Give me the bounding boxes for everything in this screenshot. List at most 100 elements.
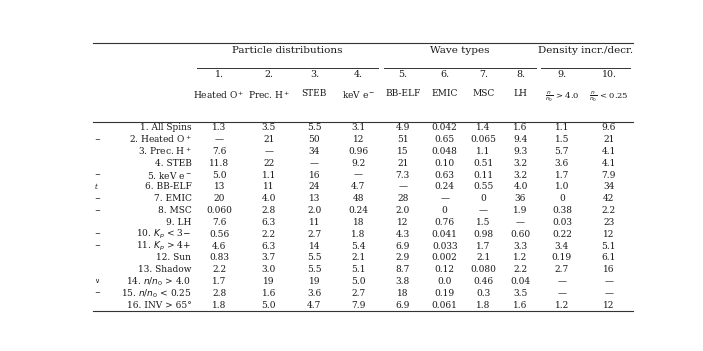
Text: Density incr./decr.: Density incr./decr. bbox=[538, 46, 633, 55]
Text: 1.2: 1.2 bbox=[555, 300, 569, 310]
Text: 10. $K_p$ < 3−: 10. $K_p$ < 3− bbox=[136, 228, 191, 241]
Text: 20: 20 bbox=[214, 194, 225, 203]
Text: 3.1: 3.1 bbox=[351, 123, 366, 132]
Text: 22: 22 bbox=[263, 159, 274, 168]
Text: 0.002: 0.002 bbox=[432, 253, 458, 262]
Text: 5.5: 5.5 bbox=[307, 265, 322, 274]
Text: −: − bbox=[94, 195, 101, 203]
Text: 3.8: 3.8 bbox=[396, 277, 410, 286]
Text: 5.4: 5.4 bbox=[351, 241, 366, 251]
Text: 0.061: 0.061 bbox=[432, 300, 458, 310]
Text: 18: 18 bbox=[352, 218, 364, 227]
Text: 1.0: 1.0 bbox=[555, 183, 569, 191]
Text: 5.1: 5.1 bbox=[602, 241, 616, 251]
Text: 6.9: 6.9 bbox=[396, 300, 410, 310]
Text: 5.0: 5.0 bbox=[212, 171, 226, 180]
Text: 18: 18 bbox=[397, 289, 408, 298]
Text: 5.0: 5.0 bbox=[262, 300, 276, 310]
Text: 21: 21 bbox=[397, 159, 408, 168]
Text: 1.1: 1.1 bbox=[477, 147, 491, 156]
Text: 2. Heated O$^+$: 2. Heated O$^+$ bbox=[129, 134, 191, 145]
Text: 4.1: 4.1 bbox=[602, 159, 616, 168]
Text: 0.0: 0.0 bbox=[437, 277, 452, 286]
Text: 19: 19 bbox=[263, 277, 274, 286]
Text: 4.0: 4.0 bbox=[513, 183, 528, 191]
Text: 6.3: 6.3 bbox=[262, 218, 276, 227]
Text: 9.6: 9.6 bbox=[602, 123, 616, 132]
Text: 4.0: 4.0 bbox=[262, 194, 276, 203]
Text: 6.: 6. bbox=[440, 71, 449, 79]
Text: 4.: 4. bbox=[354, 71, 363, 79]
Text: 4.3: 4.3 bbox=[396, 230, 410, 239]
Text: 5.5: 5.5 bbox=[307, 253, 322, 262]
Text: 3.6: 3.6 bbox=[555, 159, 569, 168]
Text: 1. All Spins: 1. All Spins bbox=[140, 123, 191, 132]
Text: 7. EMIC: 7. EMIC bbox=[153, 194, 191, 203]
Text: 0.38: 0.38 bbox=[552, 206, 572, 215]
Text: 3.3: 3.3 bbox=[513, 241, 528, 251]
Text: 1.6: 1.6 bbox=[262, 289, 276, 298]
Text: 0.042: 0.042 bbox=[432, 123, 458, 132]
Text: 13: 13 bbox=[214, 183, 225, 191]
Text: 6.9: 6.9 bbox=[396, 241, 410, 251]
Text: 16. INV > 65°: 16. INV > 65° bbox=[127, 300, 191, 310]
Text: —: — bbox=[516, 218, 525, 227]
Text: 0.51: 0.51 bbox=[473, 159, 494, 168]
Text: 5.1: 5.1 bbox=[351, 265, 366, 274]
Text: 12: 12 bbox=[603, 300, 614, 310]
Text: 14. $n/n_0$ > 4.0: 14. $n/n_0$ > 4.0 bbox=[127, 275, 191, 288]
Text: −: − bbox=[94, 230, 101, 238]
Text: 1.1: 1.1 bbox=[262, 171, 276, 180]
Text: 2.1: 2.1 bbox=[477, 253, 491, 262]
Text: $\frac{n}{n_0}$ < 0.25: $\frac{n}{n_0}$ < 0.25 bbox=[589, 90, 628, 104]
Text: —: — bbox=[557, 277, 567, 286]
Text: 0.19: 0.19 bbox=[552, 253, 572, 262]
Text: 5.7: 5.7 bbox=[555, 147, 569, 156]
Text: 16: 16 bbox=[603, 265, 614, 274]
Text: 23: 23 bbox=[603, 218, 614, 227]
Text: —: — bbox=[399, 183, 407, 191]
Text: 9.4: 9.4 bbox=[513, 135, 528, 144]
Text: 8.: 8. bbox=[516, 71, 525, 79]
Text: —: — bbox=[605, 277, 614, 286]
Text: 6. BB-ELF: 6. BB-ELF bbox=[145, 183, 191, 191]
Text: 7.6: 7.6 bbox=[212, 147, 226, 156]
Text: —: — bbox=[214, 135, 224, 144]
Text: 2.: 2. bbox=[264, 71, 273, 79]
Text: 3.0: 3.0 bbox=[262, 265, 276, 274]
Text: 2.2: 2.2 bbox=[513, 265, 528, 274]
Text: Particle distributions: Particle distributions bbox=[232, 46, 343, 55]
Text: 0: 0 bbox=[442, 206, 448, 215]
Text: LH: LH bbox=[514, 90, 527, 98]
Text: 2.2: 2.2 bbox=[262, 230, 276, 239]
Text: 0.065: 0.065 bbox=[470, 135, 496, 144]
Text: 0.76: 0.76 bbox=[434, 218, 455, 227]
Text: 12. Sun: 12. Sun bbox=[156, 253, 191, 262]
Text: 7.: 7. bbox=[479, 71, 488, 79]
Text: 0: 0 bbox=[559, 194, 565, 203]
Text: 3.: 3. bbox=[310, 71, 319, 79]
Text: —: — bbox=[440, 194, 449, 203]
Text: 28: 28 bbox=[397, 194, 408, 203]
Text: −: − bbox=[94, 171, 101, 179]
Text: −: − bbox=[94, 206, 101, 214]
Text: —: — bbox=[264, 147, 273, 156]
Text: 9.2: 9.2 bbox=[351, 159, 366, 168]
Text: 11: 11 bbox=[309, 218, 320, 227]
Text: 13. Shadow: 13. Shadow bbox=[138, 265, 191, 274]
Text: 0.033: 0.033 bbox=[432, 241, 458, 251]
Text: 1.7: 1.7 bbox=[477, 241, 491, 251]
Text: 21: 21 bbox=[603, 135, 614, 144]
Text: 7.9: 7.9 bbox=[602, 171, 616, 180]
Text: 1.1: 1.1 bbox=[555, 123, 569, 132]
Text: Heated O$^+$: Heated O$^+$ bbox=[193, 90, 245, 101]
Text: 4.7: 4.7 bbox=[351, 183, 366, 191]
Text: 1.6: 1.6 bbox=[513, 300, 528, 310]
Text: 14: 14 bbox=[309, 241, 320, 251]
Text: −: − bbox=[94, 242, 101, 250]
Text: 3.2: 3.2 bbox=[513, 171, 528, 180]
Text: 5.: 5. bbox=[398, 71, 407, 79]
Text: 3.6: 3.6 bbox=[307, 289, 321, 298]
Text: 15. $n/n_0$ < 0.25: 15. $n/n_0$ < 0.25 bbox=[121, 287, 191, 299]
Text: 1.4: 1.4 bbox=[477, 123, 491, 132]
